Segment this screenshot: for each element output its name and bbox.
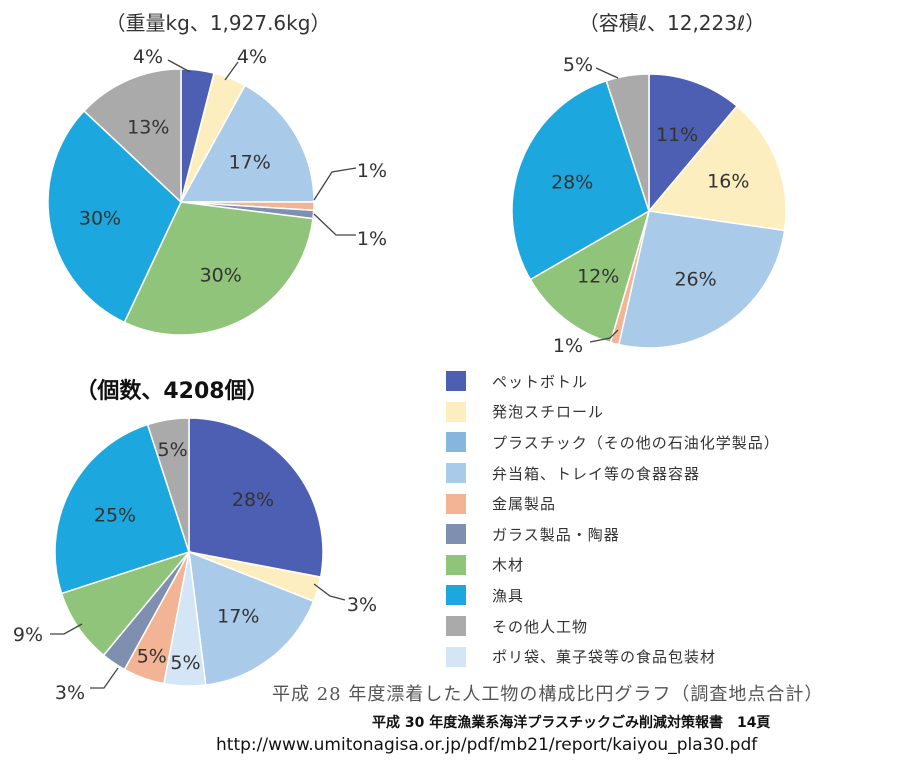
weight-chart-title: （重量kg、1,927.6kg） <box>106 11 331 35</box>
legend-label: 弁当箱、トレイ等の食器容器 <box>492 464 701 483</box>
slice-label-pet: 11% <box>656 124 698 146</box>
slice-label-wood: 12% <box>577 266 619 288</box>
legend-item-glass: ガラス製品・陶器 <box>446 519 886 550</box>
slice-label-other: 13% <box>127 116 169 138</box>
legend-item-plastic: プラスチック（その他の石油化学製品） <box>446 427 886 458</box>
legend-label: 金属製品 <box>492 495 557 514</box>
legend-label: ペットボトル <box>492 372 589 391</box>
legend-item-metal: 金属製品 <box>446 488 886 519</box>
pie-slice-wood <box>123 201 314 336</box>
pie-slice-pet <box>188 417 324 578</box>
slice-label-fishing: 25% <box>94 504 136 526</box>
figure-caption: 平成 28 年度漂着した人工物の構成比円グラフ（調査地点合計） <box>272 684 824 705</box>
slice-label-fishing: 30% <box>79 208 121 230</box>
slice-label-tray: 26% <box>674 269 716 291</box>
pie-slice-wood <box>529 209 651 344</box>
legend-label: 発泡スチロール <box>492 403 605 422</box>
leader-line-glass <box>313 213 356 236</box>
leader-line-wood <box>50 623 83 635</box>
legend-swatch <box>446 463 466 484</box>
legend-item-wood: 木材 <box>446 550 886 581</box>
slice-label-foam: 4% <box>237 46 267 68</box>
count-chart-title: （個数、4208個） <box>75 378 268 404</box>
volume-chart-title: （容積ℓ、12,223ℓ） <box>579 11 766 35</box>
legend-label: ガラス製品・陶器 <box>492 525 620 544</box>
leader-line-other <box>595 67 619 79</box>
legend-label: 漁具 <box>492 586 525 605</box>
legend-label: ポリ袋、菓子袋等の食品包装材 <box>492 648 717 667</box>
pie-slice-foam <box>647 104 787 232</box>
pie-slice-fishing <box>54 423 190 595</box>
slice-label-tray: 17% <box>217 606 259 628</box>
pie-slice-tray <box>179 84 315 203</box>
pie-slice-fishing <box>511 79 650 281</box>
slice-label-other: 5% <box>563 54 593 76</box>
slice-label-other: 5% <box>158 439 188 461</box>
legend-swatch <box>446 554 466 575</box>
legend-label: 木材 <box>492 556 525 575</box>
leader-line-pet <box>167 59 191 73</box>
leader-line-metal <box>589 329 619 343</box>
slice-label-metal: 1% <box>553 335 583 357</box>
legend-swatch <box>446 585 466 606</box>
pie-slice-other <box>146 417 190 553</box>
pie-slice-pet <box>648 73 739 214</box>
pie-slice-tray <box>188 550 315 686</box>
slice-label-wood: 9% <box>13 624 43 646</box>
pie-slice-other <box>605 73 650 212</box>
slice-label-wood: 30% <box>200 264 242 286</box>
slice-label-glass: 3% <box>55 682 85 704</box>
slice-label-bag: 5% <box>170 652 200 674</box>
legend-swatch <box>446 401 466 422</box>
slice-label-foam: 3% <box>347 594 377 616</box>
legend-item-fishing: 漁具 <box>446 580 886 611</box>
slice-label-metal: 1% <box>357 160 387 182</box>
legend-item-pet: ペットボトル <box>446 366 886 397</box>
legend-swatch <box>446 493 466 514</box>
legend-label: プラスチック（その他の石油化学製品） <box>492 433 780 452</box>
slice-label-pet: 28% <box>232 489 274 511</box>
pie-slice-fishing <box>47 109 182 324</box>
volume-pie: 11% 16% 26% 1% 12% 28% 5% <box>511 54 787 357</box>
legend-label: その他人工物 <box>492 617 589 636</box>
leader-line-foam <box>313 583 346 601</box>
slice-label-tray: 17% <box>229 151 271 173</box>
legend-item-bag: ポリ袋、菓子袋等の食品包装材 <box>446 641 886 672</box>
legend-item-tray: 弁当箱、トレイ等の食器容器 <box>446 458 886 489</box>
source-citation: 平成 30 年度漁業系海洋プラスチックごみ削減対策報書 14頁 <box>372 715 771 731</box>
slice-label-pet: 4% <box>133 46 163 68</box>
slice-label-foam: 16% <box>707 171 749 193</box>
slice-label-metal: 5% <box>137 645 167 667</box>
leader-line-glass <box>90 667 119 689</box>
slice-label-fishing: 28% <box>551 172 593 194</box>
pie-slice-tray <box>617 210 786 349</box>
legend-swatch <box>446 371 466 392</box>
leader-line-foam <box>224 61 239 81</box>
pie-slice-other <box>82 68 182 204</box>
legend-swatch <box>446 616 466 637</box>
count-pie: 28%3%17%5%5%3%9%25%5% <box>13 417 377 704</box>
legend-swatch <box>446 524 466 545</box>
weight-pie: 4% 4% 17% 1% 1% 30% 30% 13% <box>47 46 387 336</box>
legend-swatch <box>446 432 466 453</box>
legend-item-other: その他人工物 <box>446 611 886 642</box>
legend-item-foam: 発泡スチロール <box>446 397 886 428</box>
leader-line-metal <box>313 167 357 201</box>
source-url[interactable]: http://www.umitonagisa.or.jp/pdf/mb21/re… <box>216 735 758 755</box>
slice-label-glass: 1% <box>357 228 387 250</box>
legend-swatch <box>446 646 466 667</box>
legend: ペットボトル 発泡スチロールプラスチック（その他の石油化学製品） 弁当箱、トレイ等の… <box>446 366 886 672</box>
